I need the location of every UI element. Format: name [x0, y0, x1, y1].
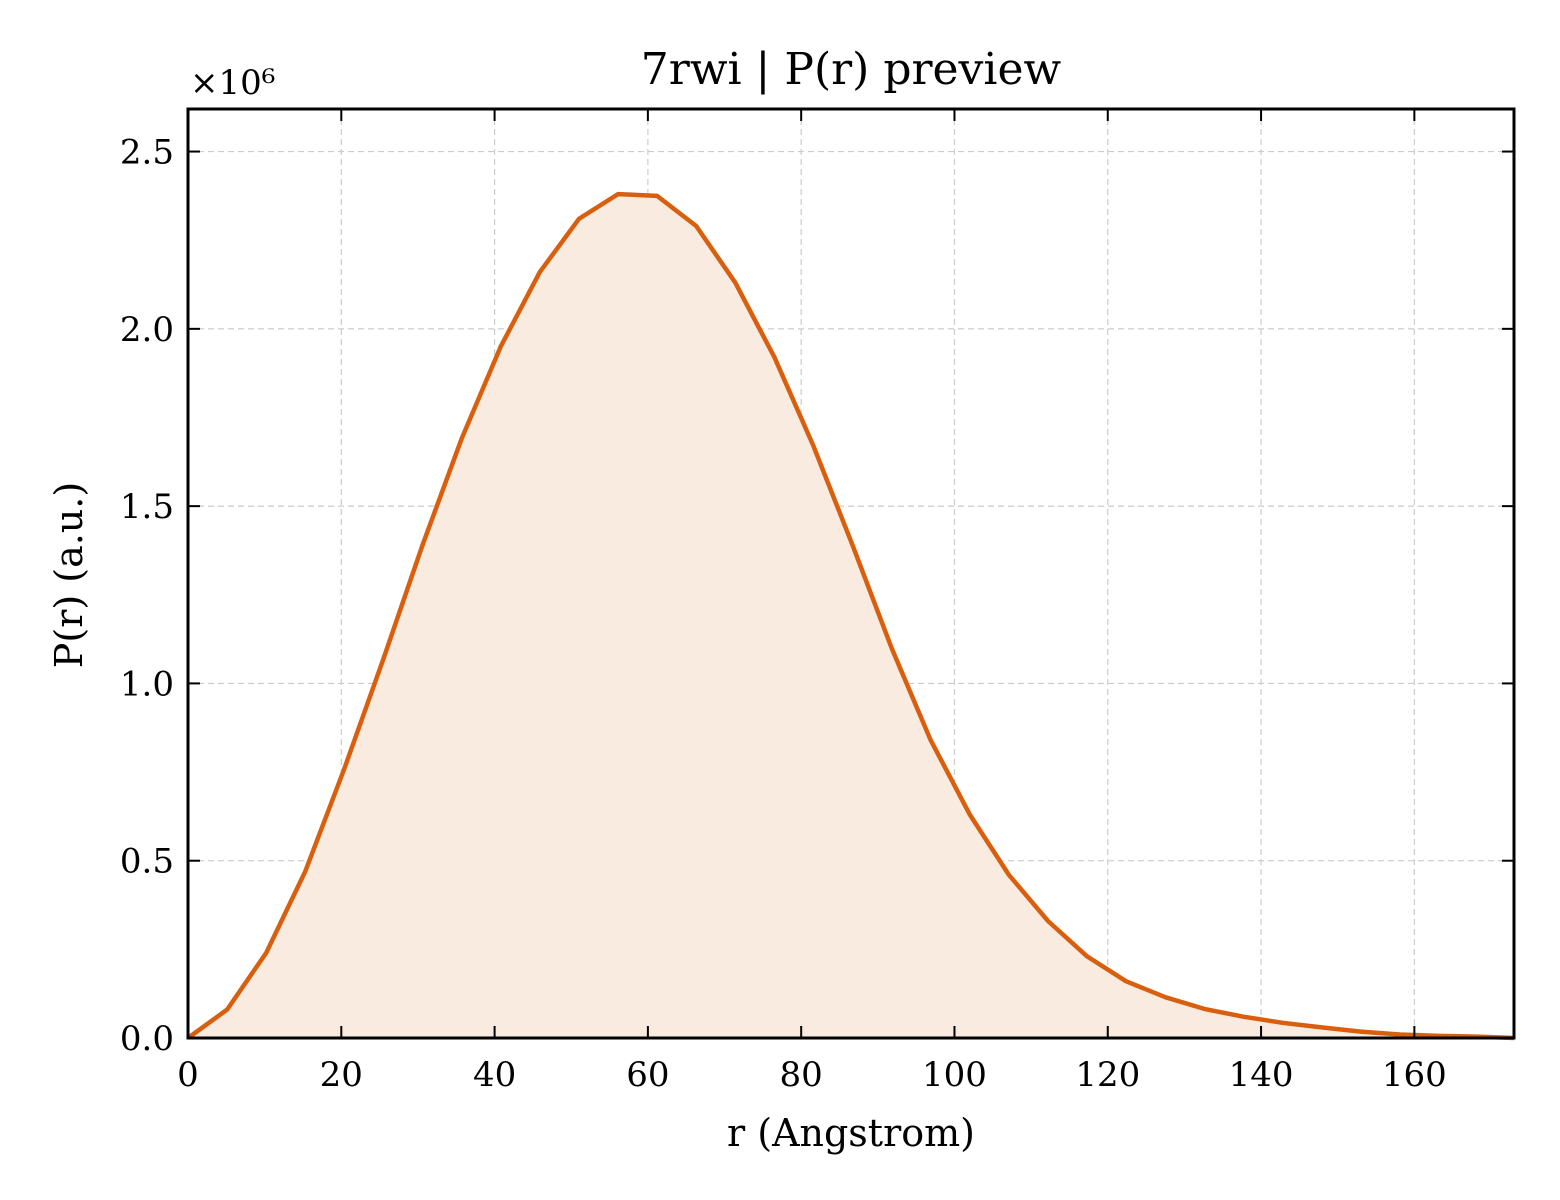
x-tick-label: 120 — [1075, 1055, 1140, 1095]
x-tick-label: 40 — [473, 1055, 516, 1095]
plot-frame — [186, 107, 1516, 1040]
x-tick-label: 60 — [626, 1055, 669, 1095]
y-tick-label: 1.5 — [120, 487, 174, 527]
ticks — [187, 109, 1514, 1039]
y-tick-label: 0.5 — [120, 842, 174, 882]
y-tick-label: 2.5 — [120, 133, 174, 173]
x-tick-label: 0 — [177, 1055, 199, 1095]
y-tick-label: 1.0 — [120, 664, 174, 704]
y-tick-label: 0.0 — [120, 1019, 174, 1059]
tick-labels: 0 20 40 60 80 100 120 140 160 0.0 0.5 1.0 1.5 2.0 2.5 — [120, 133, 1447, 1095]
x-tick-label: 20 — [320, 1055, 363, 1095]
y-axis-label: P(r) (a.u.) — [47, 482, 91, 668]
y-axis-multiplier: ×10⁶ — [190, 63, 275, 103]
y-tick-label: 2.0 — [120, 310, 174, 350]
pr-area-fill — [188, 194, 1514, 1039]
x-tick-label: 80 — [780, 1055, 823, 1095]
x-tick-label: 140 — [1229, 1055, 1294, 1095]
pr-curve-line — [186, 191, 1515, 1041]
x-tick-label: 100 — [922, 1055, 987, 1095]
chart-title: 7rwi | P(r) preview — [641, 44, 1062, 95]
x-tick-label: 160 — [1382, 1055, 1447, 1095]
x-axis-label: r (Angstrom) — [727, 1111, 975, 1155]
